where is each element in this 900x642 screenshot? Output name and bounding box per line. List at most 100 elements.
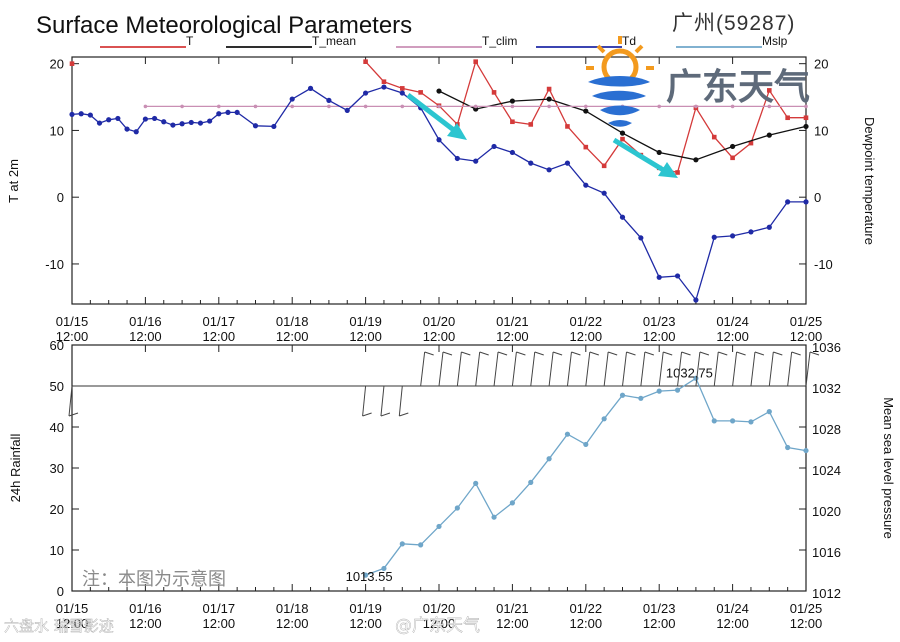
point-mslp — [803, 447, 809, 454]
temperature-panel: 01/1512:0001/1612:0001/1712:0001/1812:00… — [6, 56, 877, 344]
legend-label-t_mean: T_mean — [312, 34, 356, 48]
point-td — [730, 233, 736, 239]
point-t — [711, 134, 717, 140]
x-tick-label-time: 12:00 — [349, 616, 382, 631]
wind-barb-flag — [754, 351, 765, 356]
y-tick-label-left: 60 — [50, 338, 64, 353]
x-tick-label-date: 01/25 — [790, 314, 823, 329]
y-axis-label-left-top: T at 2m — [6, 159, 21, 203]
point-t_clim — [730, 104, 735, 109]
wind-barb — [787, 351, 793, 387]
point-t_clim — [584, 104, 588, 109]
x-tick-label-time: 12:00 — [423, 329, 456, 344]
x-tick-label-time: 12:00 — [129, 616, 162, 631]
point-t — [803, 115, 809, 121]
point-td — [252, 123, 259, 129]
wave-icon — [588, 76, 650, 127]
point-mslp — [674, 387, 681, 393]
x-tick-label-date: 01/20 — [423, 601, 456, 616]
x-tick-label-time: 12:00 — [423, 616, 456, 631]
point-td — [69, 111, 75, 118]
x-tick-label-date: 01/18 — [276, 601, 309, 616]
y-tick-label-left: 30 — [50, 461, 64, 476]
wind-barb — [768, 351, 774, 387]
wind-barb — [68, 385, 73, 417]
point-td — [289, 96, 295, 102]
y-tick-label-left: 40 — [50, 420, 64, 435]
point-td — [546, 167, 552, 173]
illustration-note: 注：本图为示意图 — [82, 569, 226, 590]
point-t_mean — [803, 123, 809, 130]
wind-barb — [511, 351, 517, 387]
y-tick-label-right: 1012 — [812, 586, 841, 601]
wind-barb-flag — [399, 412, 409, 417]
x-tick-label-date: 01/16 — [129, 314, 162, 329]
point-t_clim — [437, 104, 441, 109]
wind-barb-flag — [552, 351, 563, 356]
wind-barb — [732, 351, 738, 387]
point-mslp — [381, 565, 387, 572]
point-td — [78, 111, 84, 117]
point-td — [106, 117, 112, 123]
x-tick-label-date: 01/19 — [349, 314, 382, 329]
sun-icon — [586, 36, 654, 86]
point-t — [583, 144, 589, 150]
point-td — [399, 90, 405, 96]
wind-barb — [456, 351, 462, 387]
pressure-series: 1013.55 1032.75 — [68, 351, 820, 584]
point-t — [418, 90, 423, 95]
point-t — [473, 59, 478, 64]
point-t_clim — [217, 104, 221, 109]
rainfall-pressure-panel: 01/1512:0001/1612:0001/1712:0001/1812:00… — [8, 338, 896, 631]
y-tick-label-right: 1016 — [812, 545, 841, 560]
x-tick-label-time: 12:00 — [496, 616, 529, 631]
wind-barb — [420, 351, 426, 387]
point-td — [225, 109, 231, 116]
wind-barb-flag — [681, 351, 691, 356]
x-tick-label-time: 12:00 — [570, 329, 603, 344]
point-td — [509, 149, 515, 156]
point-t — [767, 88, 772, 93]
point-t_clim — [694, 104, 698, 109]
x-tick-label-date: 01/18 — [276, 314, 309, 329]
point-mslp — [399, 541, 405, 547]
x-tick-label-date: 01/20 — [423, 314, 456, 329]
point-mslp — [730, 418, 736, 424]
data-label: 1013.55 — [346, 569, 393, 584]
point-td — [619, 214, 626, 220]
point-td — [151, 115, 158, 122]
point-td — [207, 118, 213, 124]
point-mslp — [583, 441, 589, 448]
point-t — [363, 59, 368, 64]
x-tick-label-date: 01/22 — [570, 314, 603, 329]
point-t — [675, 170, 680, 175]
wind-barb — [548, 351, 554, 387]
wind-barb-flag — [644, 351, 655, 356]
y-tick-label-right: 1032 — [812, 381, 841, 396]
point-t_mean — [730, 143, 736, 150]
point-t — [730, 155, 735, 161]
wind-barb-flag — [773, 351, 783, 356]
wind-barb-flag — [461, 351, 471, 356]
x-tick-label-date: 01/24 — [716, 314, 749, 329]
point-t — [528, 122, 534, 127]
wind-barb — [493, 351, 499, 387]
point-td — [473, 158, 479, 164]
point-mslp — [638, 395, 644, 401]
wind-barb — [622, 351, 627, 387]
wind-barb-flag — [362, 412, 372, 417]
wind-barb-flag — [626, 351, 636, 356]
wind-barb-flag — [718, 351, 728, 356]
point-td — [748, 229, 754, 235]
x-tick-label-time: 12:00 — [276, 329, 309, 344]
wind-barb — [805, 351, 811, 387]
y-axis-label-left-bottom: 24h Rainfall — [8, 434, 23, 503]
point-mslp — [436, 523, 442, 530]
wind-barb-flag — [791, 351, 801, 356]
point-td — [197, 120, 204, 126]
wind-barb — [398, 385, 403, 417]
point-td — [216, 111, 222, 117]
point-td — [87, 112, 93, 118]
x-tick-label-time: 12:00 — [790, 329, 823, 344]
x-tick-label-time: 12:00 — [56, 329, 89, 344]
